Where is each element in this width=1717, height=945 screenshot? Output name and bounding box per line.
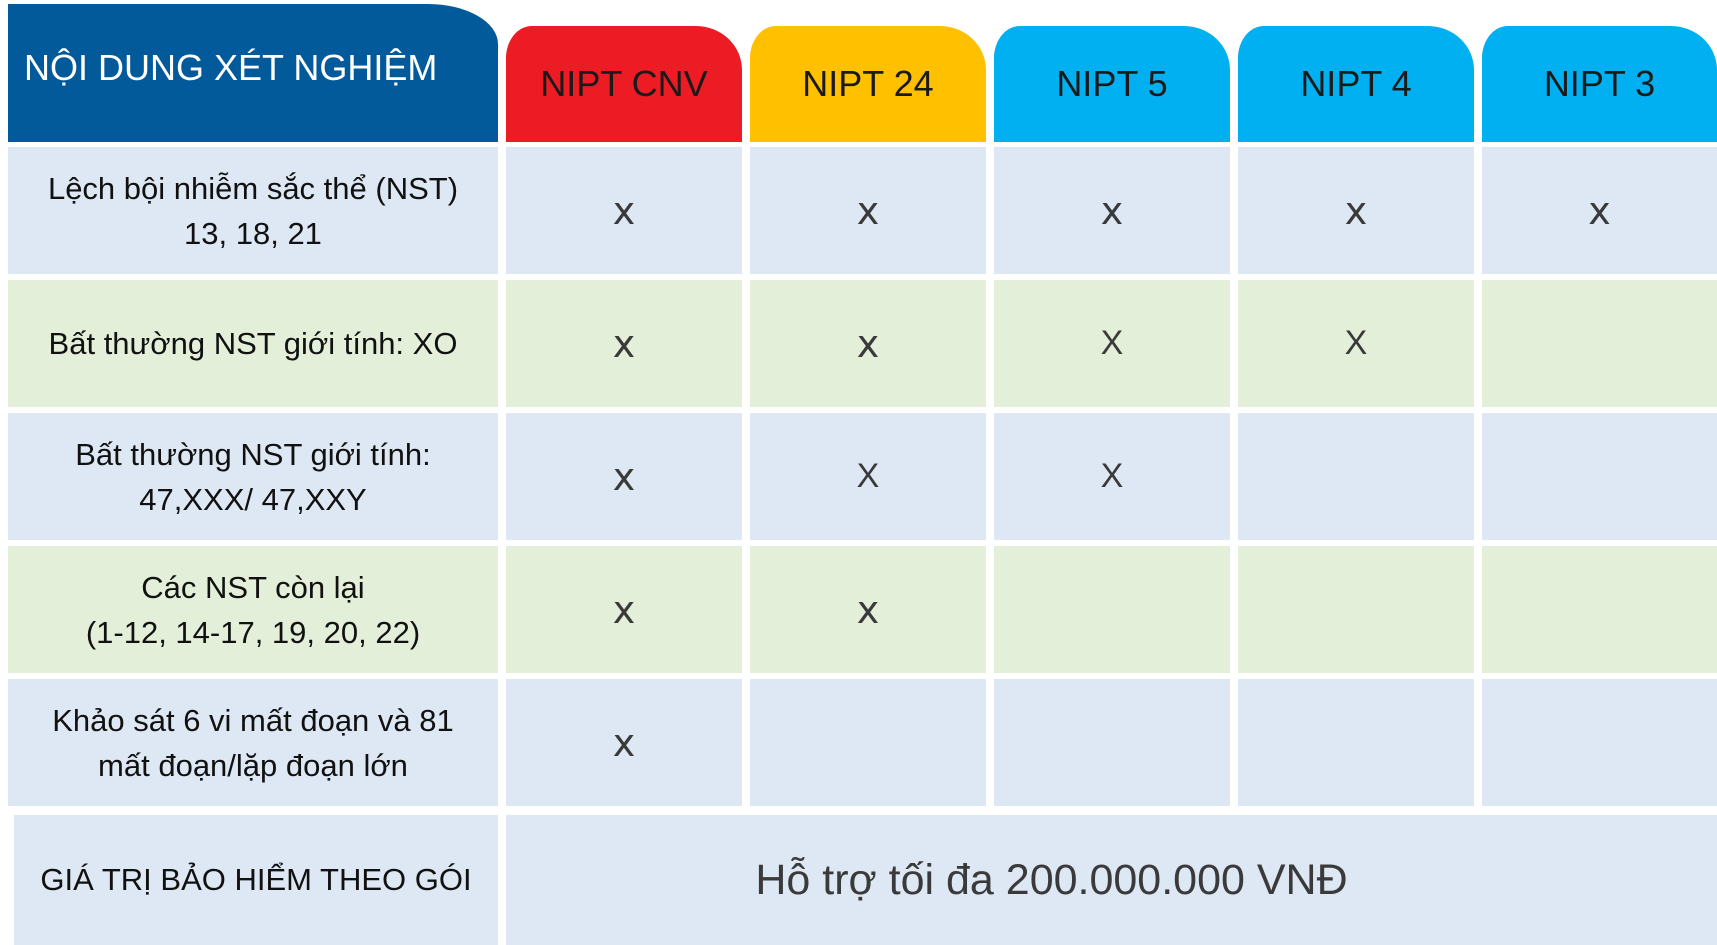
header-title: NỘI DUNG XÉT NGHIỆM bbox=[8, 4, 498, 142]
check-mark: x bbox=[1588, 188, 1611, 233]
check-mark: X bbox=[1100, 324, 1124, 362]
mark-cell bbox=[1482, 546, 1717, 673]
row-label-cell: Lệch bội nhiễm sắc thể (NST) 13, 18, 21 bbox=[8, 147, 498, 274]
check-mark: x bbox=[1100, 188, 1124, 233]
row-label: Các NST còn lại (1-12, 14-17, 19, 20, 22) bbox=[80, 565, 426, 655]
row-label-line: Bất thường NST giới tính: XO bbox=[48, 326, 458, 361]
header-title-text: NỘI DUNG XÉT NGHIỆM bbox=[24, 47, 438, 88]
header-col-label: NIPT 4 bbox=[1300, 63, 1412, 104]
header-col-label: NIPT 5 bbox=[1056, 63, 1168, 104]
check-mark: x bbox=[856, 188, 880, 233]
check-mark: x bbox=[1344, 188, 1368, 233]
check-mark: x bbox=[612, 188, 636, 233]
mark-cell bbox=[1238, 413, 1474, 540]
mark-cell: x bbox=[1482, 147, 1717, 274]
check-mark: x bbox=[612, 321, 636, 366]
mark-cell: X bbox=[1238, 280, 1474, 407]
mark-cell bbox=[994, 679, 1230, 806]
row-label-line: Lệch bội nhiễm sắc thể (NST) bbox=[47, 170, 459, 206]
check-mark: X bbox=[1100, 457, 1124, 495]
mark-cell: X bbox=[750, 413, 986, 540]
row-label-cell: Các NST còn lại (1-12, 14-17, 19, 20, 22) bbox=[8, 546, 498, 673]
check-mark: x bbox=[612, 454, 636, 499]
mark-cell: x bbox=[506, 413, 742, 540]
mark-cell bbox=[1482, 679, 1717, 806]
mark-cell: x bbox=[506, 546, 742, 673]
check-mark: x bbox=[856, 587, 880, 632]
mark-cell: x bbox=[994, 147, 1230, 274]
row-label: Bất thường NST giới tính: 47,XXX/ 47,XXY bbox=[69, 432, 437, 522]
mark-cell: x bbox=[506, 679, 742, 806]
mark-cell: X bbox=[994, 413, 1230, 540]
header-col-5: NIPT 3 bbox=[1482, 26, 1717, 142]
header-col-1: NIPT CNV bbox=[506, 26, 742, 142]
header-col-label: NIPT 24 bbox=[802, 63, 934, 104]
header-col-4: NIPT 4 bbox=[1238, 26, 1474, 142]
mark-cell: x bbox=[506, 147, 742, 274]
header-col-3: NIPT 5 bbox=[994, 26, 1230, 142]
insurance-label: GIÁ TRỊ BẢO HIỂM THEO GÓI bbox=[14, 815, 498, 945]
row-label-line: mất đoạn/lặp đoạn lớn bbox=[98, 747, 408, 783]
row-label-cell: Bất thường NST giới tính: 47,XXX/ 47,XXY bbox=[8, 413, 498, 540]
row-label-cell: Khảo sát 6 vi mất đoạn và 81 mất đoạn/lặp… bbox=[8, 679, 498, 806]
row-label-line: 13, 18, 21 bbox=[184, 215, 322, 251]
header-col-label: NIPT 3 bbox=[1543, 63, 1656, 104]
check-mark: X bbox=[856, 457, 880, 495]
row-label-line: Các NST còn lại bbox=[141, 569, 365, 605]
mark-cell: x bbox=[750, 280, 986, 407]
header-col-label: NIPT CNV bbox=[540, 63, 708, 104]
row-label: Khảo sát 6 vi mất đoạn và 81 mất đoạn/lặp… bbox=[46, 698, 460, 788]
header-col-2: NIPT 24 bbox=[750, 26, 986, 142]
mark-cell bbox=[1482, 280, 1717, 407]
mark-cell bbox=[994, 546, 1230, 673]
row-label: Lệch bội nhiễm sắc thể (NST) 13, 18, 21 bbox=[42, 166, 464, 256]
row-label: Bất thường NST giới tính: XO bbox=[43, 321, 464, 366]
mark-cell bbox=[1238, 679, 1474, 806]
row-label-cell: Bất thường NST giới tính: XO bbox=[8, 280, 498, 407]
mark-cell bbox=[750, 679, 986, 806]
mark-cell: x bbox=[750, 546, 986, 673]
mark-cell: x bbox=[506, 280, 742, 407]
mark-cell bbox=[1482, 413, 1717, 540]
mark-cell: X bbox=[994, 280, 1230, 407]
row-label-line: (1-12, 14-17, 19, 20, 22) bbox=[85, 614, 421, 650]
check-mark: x bbox=[612, 720, 636, 765]
mark-cell: x bbox=[750, 147, 986, 274]
mark-cell: x bbox=[1238, 147, 1474, 274]
check-mark: x bbox=[856, 321, 880, 366]
check-mark: x bbox=[612, 587, 636, 632]
check-mark: X bbox=[1344, 324, 1368, 362]
row-label-line: Khảo sát 6 vi mất đoạn và 81 bbox=[52, 702, 454, 738]
insurance-value: Hỗ trợ tối đa 200.000.000 VNĐ bbox=[506, 815, 1717, 945]
row-label-line: 47,XXX/ 47,XXY bbox=[139, 481, 367, 517]
mark-cell bbox=[1238, 546, 1474, 673]
row-label-line: Bất thường NST giới tính: bbox=[75, 436, 431, 472]
insurance-value-text: Hỗ trợ tối đa 200.000.000 VNĐ bbox=[755, 855, 1348, 904]
insurance-label-text: GIÁ TRỊ BẢO HIỂM THEO GÓI bbox=[40, 862, 472, 897]
